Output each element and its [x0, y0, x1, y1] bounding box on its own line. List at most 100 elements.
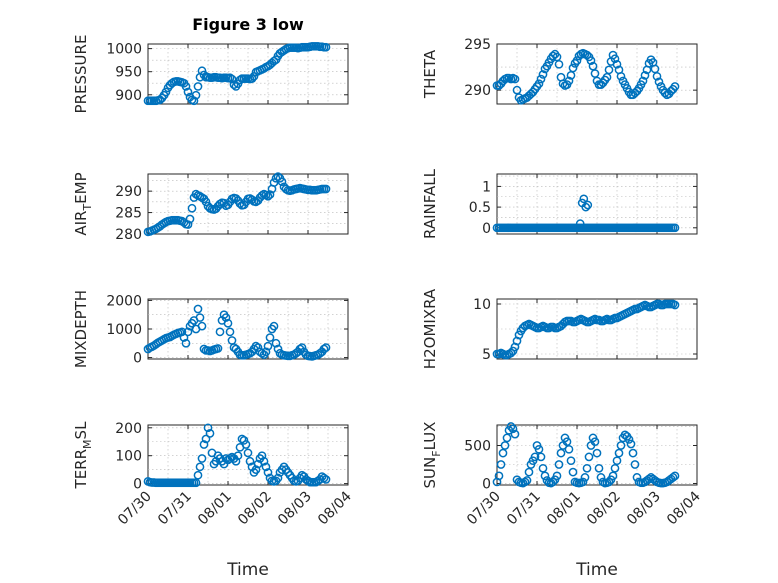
data-point — [524, 467, 534, 477]
data-point — [552, 471, 562, 481]
data-point — [624, 435, 634, 444]
data-point — [247, 74, 257, 83]
data-point — [197, 321, 207, 331]
data-point — [213, 344, 223, 353]
y-tick-label: 500 — [464, 439, 491, 455]
y-axis-label-main: PRESSURE — [72, 35, 90, 114]
data-point — [223, 318, 233, 328]
data-point — [582, 50, 592, 60]
data-point — [225, 73, 235, 83]
data-point — [564, 444, 574, 454]
y-tick-label: 1000 — [106, 322, 142, 338]
y-tick-label: 0 — [133, 477, 142, 493]
data-point — [562, 437, 572, 447]
data-point — [610, 54, 620, 64]
data-point — [297, 343, 307, 352]
data-point — [554, 59, 564, 69]
data-point — [227, 74, 237, 84]
data-point — [179, 333, 189, 342]
data-point — [556, 448, 566, 458]
data-point — [183, 220, 193, 229]
data-point — [610, 463, 620, 473]
data-point — [638, 76, 648, 86]
axes-frame — [147, 43, 349, 105]
y-axis-label: PRESSURE — [72, 35, 90, 114]
data-point — [251, 465, 261, 475]
data-point — [616, 441, 626, 450]
y-tick-label: 285 — [115, 206, 142, 222]
data-point — [225, 327, 235, 337]
data-point — [594, 463, 604, 473]
y-axis-label-subscript: T — [81, 204, 94, 212]
subplot-rainfall: 0 0.5 1 RAINFALL — [421, 168, 698, 239]
data-point — [628, 448, 638, 458]
data-point — [670, 471, 680, 481]
subplot-air: 280 285 290 AIRTEMP — [72, 172, 349, 243]
data-point — [568, 467, 578, 477]
data-point — [319, 344, 329, 354]
data-point — [536, 452, 546, 462]
y-axis-label: AIRTEMP — [72, 172, 94, 235]
data-point — [579, 194, 589, 204]
data-point — [321, 343, 331, 352]
data-point — [235, 75, 245, 85]
data-point — [580, 473, 590, 482]
data-point — [195, 313, 205, 322]
data-point — [245, 456, 255, 466]
data-point — [616, 71, 626, 81]
y-tick-label: 5 — [482, 347, 491, 363]
data-point — [630, 460, 640, 469]
data-point — [626, 439, 636, 449]
data-point — [530, 452, 540, 462]
data-point — [506, 422, 516, 431]
data-point — [201, 197, 211, 207]
data-point — [575, 219, 585, 229]
data-point — [652, 71, 662, 81]
data-point — [183, 327, 193, 337]
y-axis-label-main: SUN — [421, 457, 439, 489]
data-point — [319, 473, 329, 483]
data-point — [271, 338, 281, 348]
axes-frame — [147, 424, 349, 486]
y-tick-label: 1 — [482, 179, 491, 195]
y-axis-label: H2OMIXRA — [421, 288, 439, 369]
y-axis-label-suffix: EMP — [72, 172, 90, 203]
y-tick-label: 2000 — [106, 293, 142, 309]
data-point — [161, 87, 171, 97]
y-tick-label: 900 — [115, 88, 142, 104]
data-point — [584, 452, 594, 462]
data-point — [241, 440, 251, 449]
data-point — [191, 478, 201, 488]
data-point — [578, 477, 588, 487]
data-point — [520, 477, 530, 487]
data-point — [670, 223, 680, 233]
data-point — [261, 347, 271, 357]
data-point — [640, 71, 650, 80]
y-tick-label: 0.5 — [469, 200, 491, 216]
data-point — [185, 214, 195, 224]
data-point — [670, 82, 680, 91]
data-point — [183, 87, 193, 97]
data-point — [586, 56, 596, 65]
data-point — [269, 178, 279, 187]
data-point — [243, 448, 253, 458]
data-point — [265, 333, 275, 342]
data-point — [538, 463, 548, 473]
data-point — [233, 451, 243, 461]
data-point — [259, 456, 269, 466]
data-point — [193, 470, 203, 480]
x-axis-label-right: Time — [575, 560, 618, 580]
data-point — [592, 448, 602, 458]
data-point — [251, 341, 261, 351]
data-point — [193, 82, 203, 91]
data-point — [494, 471, 504, 481]
y-tick-label: 0 — [133, 351, 142, 367]
data-point — [510, 429, 520, 439]
data-point — [177, 327, 187, 337]
data-point — [496, 460, 506, 469]
y-tick-label: 280 — [115, 227, 142, 243]
data-point — [321, 475, 331, 484]
data-point — [221, 313, 231, 322]
subplot-theta: 290 295 THETA — [421, 37, 698, 105]
